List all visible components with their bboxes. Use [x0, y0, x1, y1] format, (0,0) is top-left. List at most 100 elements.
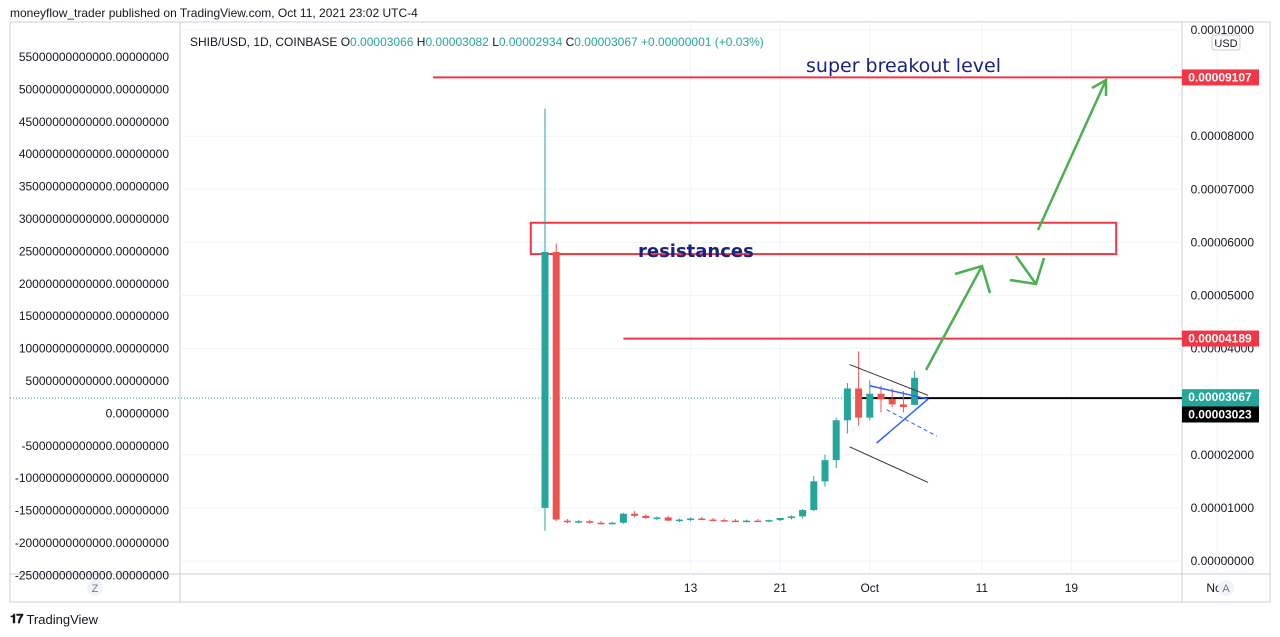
- candle-body: [832, 420, 840, 461]
- candle-body: [843, 388, 851, 421]
- candle-body: [855, 388, 863, 418]
- candle: [855, 351, 863, 426]
- candle: [877, 385, 885, 413]
- candle: [799, 508, 807, 519]
- auto-scale-button-label: A: [1222, 583, 1230, 595]
- left-axis-tick-label: 25000000000000.00000000: [19, 244, 169, 258]
- pattern-projection-line: [886, 409, 938, 437]
- left-axis-tick-label: 10000000000000.00000000: [19, 342, 169, 356]
- ohlc-legend-part: L: [492, 35, 499, 49]
- right-axis-tick-label: 0.00007000: [1191, 182, 1255, 196]
- left-axis-tick-label: 20000000000000.00000000: [19, 277, 169, 291]
- projection-arrow-head: [1009, 257, 1046, 286]
- candle: [754, 519, 762, 523]
- candle: [843, 383, 851, 434]
- left-axis-tick-label: 45000000000000.00000000: [19, 115, 169, 129]
- candle-body: [563, 520, 571, 523]
- candle-body: [586, 521, 594, 523]
- candle-body: [731, 520, 739, 523]
- candle: [653, 516, 661, 521]
- projection-arrow-head: [954, 264, 992, 294]
- candle-body: [720, 520, 728, 522]
- projection-arrow-shaft: [1036, 79, 1108, 231]
- candle: [821, 454, 829, 487]
- left-axis-tick-label: 55000000000000.00000000: [19, 50, 169, 64]
- tradingview-brand[interactable]: 𝟏𝟕 TradingView: [10, 611, 98, 627]
- candle-body: [709, 519, 717, 522]
- candle: [720, 518, 728, 522]
- candle-body: [631, 513, 639, 516]
- candle: [642, 514, 650, 520]
- candle-body: [799, 510, 807, 517]
- candle: [698, 516, 706, 521]
- candle: [765, 519, 773, 523]
- left-axis-tick-label: 15000000000000.00000000: [19, 309, 169, 323]
- candle: [631, 511, 639, 518]
- candle: [597, 521, 605, 525]
- candle: [563, 519, 571, 524]
- candle: [664, 515, 672, 522]
- pennant-lower-line: [849, 446, 929, 483]
- right-axis-tick-label: 0.00002000: [1191, 448, 1255, 462]
- candle: [787, 515, 795, 520]
- right-axis-tick-label: 0.00006000: [1191, 235, 1255, 249]
- left-axis-tick-label: -10000000000000.00000000: [15, 471, 169, 485]
- candle-body: [575, 521, 583, 523]
- candle-body: [810, 481, 818, 511]
- candle: [709, 517, 717, 522]
- current-price-label: 0.00003067: [1188, 390, 1252, 404]
- left-axis-tick-label: -15000000000000.00000000: [15, 504, 169, 518]
- tradingview-logo-icon: 𝟏𝟕: [10, 611, 24, 626]
- candle-body: [821, 460, 829, 482]
- left-axis-tick-label: -25000000000000.00000000: [15, 568, 169, 582]
- time-axis-tick-label: 21: [774, 581, 788, 595]
- candle-body: [597, 522, 605, 525]
- candle-body: [687, 518, 695, 521]
- super-breakout-label: super breakout level: [806, 55, 1001, 77]
- publisher-line: moneyflow_trader published on TradingVie…: [10, 6, 418, 20]
- left-axis-tick-label: 5000000000000.00000000: [26, 374, 170, 388]
- projection-arrow-head: [1091, 77, 1108, 96]
- ohlc-legend-part: 0.00003067: [574, 35, 641, 49]
- currency-badge: [1211, 34, 1241, 51]
- price-label-bg: [1182, 330, 1259, 347]
- candle: [586, 519, 594, 524]
- zoom-button-label: Z: [92, 583, 99, 595]
- candle: [810, 476, 818, 512]
- candle-body: [776, 517, 784, 521]
- resistances-label: resistances: [638, 241, 754, 262]
- candle: [608, 521, 616, 525]
- left-axis-tick-label: 30000000000000.00000000: [19, 212, 169, 226]
- candle: [731, 519, 739, 523]
- candle: [575, 520, 583, 524]
- candle-body: [899, 404, 907, 408]
- ohlc-legend-part: C: [566, 35, 575, 49]
- candle: [552, 243, 560, 522]
- projection-arrow-shaft: [924, 265, 984, 371]
- pennant-upper-line: [849, 364, 929, 396]
- left-axis-tick-label: -5000000000000.00000000: [22, 439, 170, 453]
- candle: [743, 519, 751, 523]
- ohlc-legend-part: 0.00002934: [499, 35, 566, 49]
- candle-body: [642, 515, 650, 518]
- candle-body: [877, 393, 885, 400]
- projection-arrow-shaft: [1014, 255, 1038, 285]
- candle-body: [541, 251, 549, 508]
- candle: [832, 417, 840, 469]
- zoom-button: [87, 580, 103, 596]
- left-axis-tick-label: 50000000000000.00000000: [19, 82, 169, 96]
- ohlc-legend-part: +0.00000001 (+0.03%): [641, 35, 764, 49]
- candle: [541, 108, 549, 531]
- time-axis-tick-label: 13: [684, 581, 698, 595]
- left-axis-tick-label: -20000000000000.00000000: [15, 536, 169, 550]
- candle-body: [675, 519, 683, 522]
- right-axis-tick-label: 0.00008000: [1191, 129, 1255, 143]
- currency-badge-label: USD: [1214, 38, 1237, 50]
- candle-body: [765, 520, 773, 522]
- candle-body: [552, 251, 560, 520]
- price-label: 0.00004189: [1188, 332, 1252, 346]
- tradingview-brand-label: TradingView: [26, 611, 99, 627]
- left-axis-tick-label: 40000000000000.00000000: [19, 147, 169, 161]
- candle: [911, 370, 919, 406]
